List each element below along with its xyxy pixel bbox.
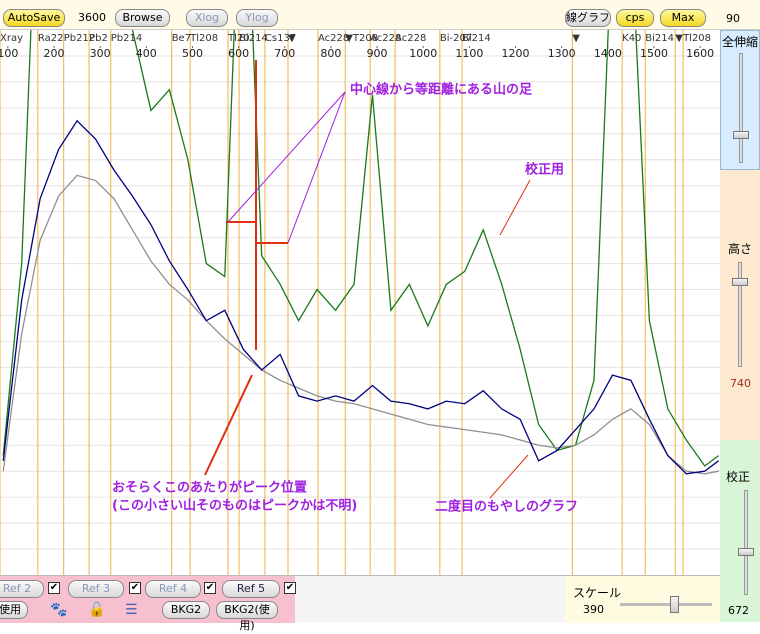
peak-label: Be7 xyxy=(172,33,191,44)
ref-button[interactable]: Ref 2 xyxy=(0,580,44,598)
peak-label: ▼ xyxy=(288,33,296,44)
spectrum-line xyxy=(2,30,720,467)
toolbar: AutoSave 3600 Browse Xlog Ylog 線グラフ cps … xyxy=(0,0,760,30)
zoom-label: 全伸縮 xyxy=(722,35,759,49)
peak-label: Bi214 xyxy=(645,33,674,44)
list-icon[interactable]: ☰ xyxy=(125,602,138,618)
scale-label: スケール xyxy=(573,586,622,600)
peak-label: Ac228 xyxy=(370,33,401,44)
x-tick-label: 800 xyxy=(320,47,341,60)
ref-button[interactable]: Ref 3 xyxy=(68,580,124,598)
x-tick-label: 100 xyxy=(0,47,18,60)
height-label: 高さ xyxy=(728,242,753,256)
x-tick-label: 900 xyxy=(367,47,388,60)
annotation-lines xyxy=(204,60,531,499)
peak-label: Tl208 xyxy=(682,33,711,44)
annotation: 校正用 xyxy=(525,162,564,178)
peak-label: ▼T208 xyxy=(345,33,378,44)
ref-checkbox[interactable]: ✔ xyxy=(284,582,296,594)
x-tick-label: 600 xyxy=(228,47,249,60)
x-tick-label: 700 xyxy=(274,47,295,60)
ref-button[interactable]: Ref 4 xyxy=(145,580,201,598)
height-value: 740 xyxy=(730,377,751,390)
peak-label: Pb212 xyxy=(64,33,95,44)
line-graph-button[interactable]: 線グラフ xyxy=(565,9,611,27)
cps-button[interactable]: cps xyxy=(616,9,654,27)
paw-icon[interactable]: 🐾 xyxy=(50,602,68,618)
x-tick-label: 500 xyxy=(182,47,203,60)
calibration-value: 672 xyxy=(728,604,749,617)
scale-value: 390 xyxy=(583,603,604,616)
calibration-panel: 校正 672 xyxy=(720,440,760,622)
x-tick-label: 1300 xyxy=(548,47,576,60)
bkg2-use-button[interactable]: BKG2(使用) xyxy=(216,601,278,632)
peak-label: Ra22 xyxy=(38,33,64,44)
zoom-slider[interactable] xyxy=(739,53,743,163)
spectrum-line xyxy=(2,119,720,475)
peak-label: Xray xyxy=(0,33,23,44)
x-tick-label: 1500 xyxy=(640,47,668,60)
scale-panel: スケール 390 xyxy=(565,576,720,623)
annotation: 二度目のもやしのグラフ xyxy=(435,499,578,515)
peak-label: ▼ xyxy=(675,33,683,44)
peak-label: Ac228 xyxy=(395,33,426,44)
x-tick-label: 300 xyxy=(90,47,111,60)
peak-label: Cs137 xyxy=(265,33,296,44)
peak-label: Tl208 xyxy=(189,33,218,44)
peak-label: K40 xyxy=(622,33,641,44)
height-thumb[interactable] xyxy=(732,278,748,286)
height-panel: 高さ 740 xyxy=(720,170,760,440)
peak-label: Bi214 xyxy=(462,33,491,44)
annotation: 中心線から等距離にある山の足 xyxy=(350,82,533,98)
peak-label: ▼ xyxy=(572,33,580,44)
xlog-button[interactable]: Xlog xyxy=(186,9,228,27)
x-tick-label: 400 xyxy=(136,47,157,60)
x-tick-label: 1000 xyxy=(409,47,437,60)
annotation: おそらくこのあたりがピーク位置 xyxy=(112,480,307,496)
time-value: 3600 xyxy=(78,11,106,24)
plot-background xyxy=(0,30,720,575)
calibration-thumb[interactable] xyxy=(738,548,754,556)
bottom-bar: Ref 2 ✔ Ref 3 ✔ Ref 4 ✔ Ref 5 ✔ 使用 🐾 🔓 ☰… xyxy=(0,575,720,632)
peak-label: Bi-207 xyxy=(440,33,472,44)
x-tick-label: 1200 xyxy=(502,47,530,60)
x-tick-label: 200 xyxy=(44,47,65,60)
zoom-value: 90 xyxy=(726,12,740,25)
autosave-button[interactable]: AutoSave xyxy=(3,9,65,27)
ref-checkbox[interactable]: ✔ xyxy=(129,582,141,594)
peak-label: Ac228 xyxy=(318,33,349,44)
ref-button[interactable]: Ref 5 xyxy=(222,580,280,598)
peak-label: Pb2 xyxy=(89,33,108,44)
bkg2-button[interactable]: BKG2 xyxy=(162,601,210,619)
spectrum-line xyxy=(2,174,719,475)
ref-checkbox[interactable]: ✔ xyxy=(48,582,60,594)
lock-icon[interactable]: 🔓 xyxy=(88,602,106,618)
zoom-thumb[interactable] xyxy=(733,131,749,139)
use-button[interactable]: 使用 xyxy=(0,601,28,619)
x-tick-label: 1600 xyxy=(686,47,714,60)
max-button[interactable]: Max xyxy=(660,9,706,27)
scale-thumb[interactable] xyxy=(670,596,679,613)
ylog-button[interactable]: Ylog xyxy=(236,9,278,27)
annotation: (この小さい山そのものはピークかは不明) xyxy=(112,498,357,514)
calibration-label: 校正 xyxy=(726,470,751,484)
zoom-panel: 全伸縮 xyxy=(720,30,760,170)
calibration-slider[interactable] xyxy=(744,490,748,595)
peak-label: Tl20 xyxy=(227,33,250,44)
browse-button[interactable]: Browse xyxy=(115,9,170,27)
height-slider[interactable] xyxy=(738,262,742,367)
x-tick-label: 1100 xyxy=(455,47,483,60)
peak-label: Pb214 xyxy=(111,33,142,44)
scale-slider[interactable] xyxy=(620,603,712,606)
ref-checkbox[interactable]: ✔ xyxy=(204,582,216,594)
peak-label: Bi214 xyxy=(239,33,268,44)
x-tick-label: 1400 xyxy=(594,47,622,60)
reference-panel: Ref 2 ✔ Ref 3 ✔ Ref 4 ✔ Ref 5 ✔ 使用 🐾 🔓 ☰… xyxy=(0,576,296,632)
